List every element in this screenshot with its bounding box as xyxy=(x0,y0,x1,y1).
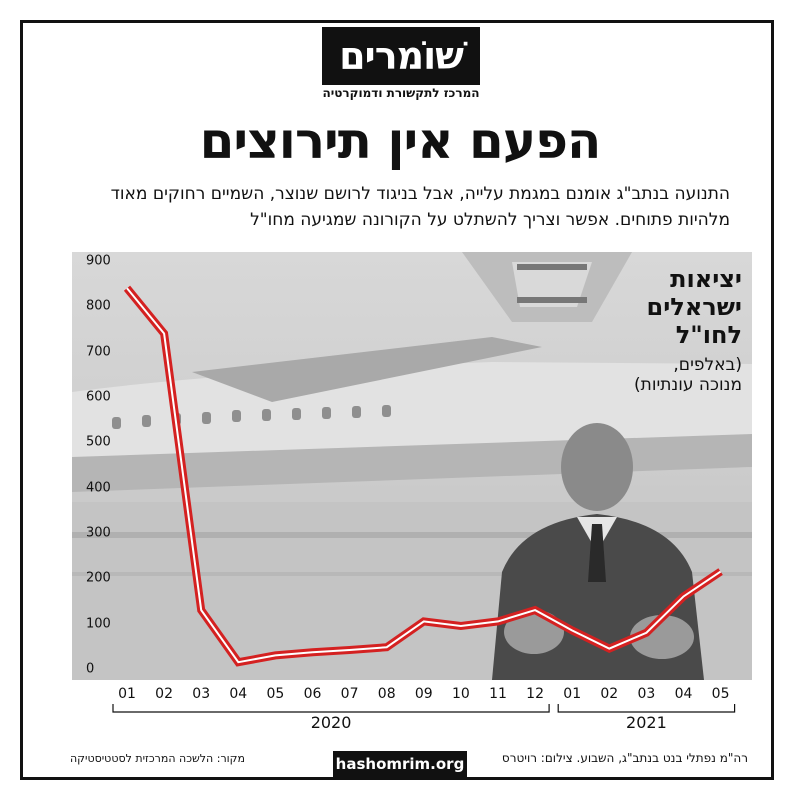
y-tick-label: 100 xyxy=(86,616,111,632)
y-tick-label: 800 xyxy=(86,298,111,314)
site-link[interactable]: hashomrim.org xyxy=(333,751,467,777)
chart-legend: יציאות ישראלים לחו"ל (באלפים, מנוכה עונת… xyxy=(634,265,742,395)
legend-subtitle: (באלפים, מנוכה עונתיות) xyxy=(634,355,742,395)
logo-tagline: המרכז לתקשורת ודמוקרטיה xyxy=(322,86,480,100)
outer-frame xyxy=(20,20,774,780)
y-tick-label: 200 xyxy=(86,570,111,586)
logo: שׁוֹמרים xyxy=(322,27,480,85)
y-tick-label: 700 xyxy=(86,344,111,360)
y-tick-label: 0 xyxy=(86,661,95,677)
legend-title: יציאות ישראלים לחו"ל xyxy=(646,265,742,349)
source-note: מקור: הלשכה המרכזית לסטטיסטיקה xyxy=(70,752,245,765)
y-tick-label: 300 xyxy=(86,525,111,541)
y-tick-label: 400 xyxy=(86,480,111,496)
page-title: הפעם אין תירוצים xyxy=(199,112,602,170)
page-subtitle: התנועה בנתב"ג אומנם במגמת עלייה, אבל בני… xyxy=(110,184,730,230)
y-tick-label: 600 xyxy=(86,389,111,405)
y-tick-label: 900 xyxy=(86,253,111,269)
photo-credit: רה"מ נפתלי בנט בנתב"ג, השבוע. צילום: רוי… xyxy=(501,751,748,765)
y-tick-label: 500 xyxy=(86,434,111,450)
